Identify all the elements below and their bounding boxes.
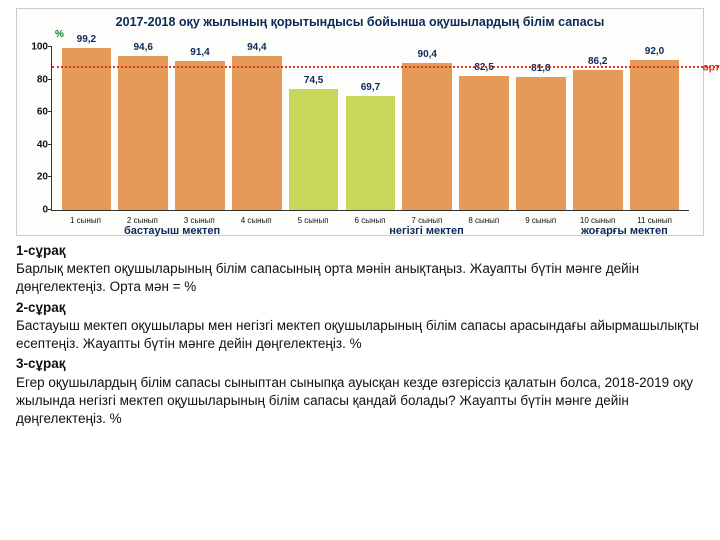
bar-slot: 99,2 bbox=[60, 47, 113, 210]
bars-container: 99,294,691,494,474,569,790,482,581,886,2… bbox=[60, 47, 681, 210]
y-tick-mark bbox=[48, 144, 52, 145]
bar: 94,6 bbox=[118, 56, 168, 210]
bar-slot: 82,5 bbox=[458, 47, 511, 210]
bar: 74,5 bbox=[289, 89, 339, 210]
bar-value: 92,0 bbox=[645, 46, 664, 57]
bar-value: 99,2 bbox=[77, 34, 96, 45]
q2-head: 2-сұрақ bbox=[16, 299, 704, 317]
bar: 91,4 bbox=[175, 61, 225, 210]
bar-value: 91,4 bbox=[190, 47, 209, 58]
y-axis-unit: % bbox=[55, 29, 64, 40]
bar: 94,4 bbox=[232, 56, 282, 210]
chart-card: 2017-2018 оқу жылының қорытындысы бойынш… bbox=[16, 8, 704, 236]
group-label: бастауыш мектеп bbox=[59, 223, 285, 237]
group-label: жоғарғы мектеп bbox=[568, 223, 681, 237]
y-tick-label: 80 bbox=[26, 74, 48, 85]
group-label: негізгі мектеп bbox=[285, 223, 568, 237]
bar-value: 94,6 bbox=[133, 42, 152, 53]
bar: 90,4 bbox=[402, 63, 452, 210]
bar-slot: 92,0 bbox=[628, 47, 681, 210]
chart-body: % 99,294,691,494,474,569,790,482,581,886… bbox=[51, 33, 689, 233]
q1-body: Барлық мектеп оқушыларының білім сапасын… bbox=[16, 260, 704, 296]
bar-slot: 91,4 bbox=[174, 47, 227, 210]
q3-body: Егер оқушылардың білім сапасы сыныптан с… bbox=[16, 374, 704, 429]
bar-slot: 94,4 bbox=[230, 47, 283, 210]
group-labels: бастауыш мектепнегізгі мектепжоғарғы мек… bbox=[59, 223, 681, 237]
mean-line bbox=[52, 66, 720, 68]
y-tick-mark bbox=[48, 46, 52, 47]
y-tick-label: 60 bbox=[26, 107, 48, 118]
mean-label: орта мән bbox=[703, 63, 720, 74]
q2-body: Бастауыш мектеп оқушылары мен негізгі ме… bbox=[16, 317, 704, 353]
questions-block: 1-сұрақ Барлық мектеп оқушыларының білім… bbox=[16, 242, 704, 428]
bar-value: 74,5 bbox=[304, 75, 323, 86]
y-tick-mark bbox=[48, 176, 52, 177]
bar: 69,7 bbox=[346, 96, 396, 210]
bar: 99,2 bbox=[62, 48, 112, 210]
y-tick-label: 0 bbox=[26, 205, 48, 216]
bar-slot: 94,6 bbox=[117, 47, 170, 210]
bar-slot: 69,7 bbox=[344, 47, 397, 210]
y-tick-mark bbox=[48, 209, 52, 210]
q1-head: 1-сұрақ bbox=[16, 242, 704, 260]
bar-value: 86,2 bbox=[588, 56, 607, 67]
bar-slot: 86,2 bbox=[571, 47, 624, 210]
bar: 81,8 bbox=[516, 77, 566, 210]
y-tick-label: 100 bbox=[26, 42, 48, 53]
chart-title: 2017-2018 оқу жылының қорытындысы бойынш… bbox=[21, 15, 699, 29]
bar-slot: 90,4 bbox=[401, 47, 454, 210]
bar: 92,0 bbox=[630, 60, 680, 210]
bar: 86,2 bbox=[573, 70, 623, 211]
y-tick-mark bbox=[48, 79, 52, 80]
bar-value: 69,7 bbox=[361, 82, 380, 93]
bar-slot: 81,8 bbox=[515, 47, 568, 210]
y-tick-mark bbox=[48, 111, 52, 112]
plot-area: 99,294,691,494,474,569,790,482,581,886,2… bbox=[51, 47, 689, 211]
q3-head: 3-сұрақ bbox=[16, 355, 704, 373]
bar-value: 90,4 bbox=[418, 49, 437, 60]
bar-value: 94,4 bbox=[247, 42, 266, 53]
y-tick-label: 20 bbox=[26, 172, 48, 183]
bar-slot: 74,5 bbox=[287, 47, 340, 210]
bar: 82,5 bbox=[459, 76, 509, 210]
y-tick-label: 40 bbox=[26, 139, 48, 150]
